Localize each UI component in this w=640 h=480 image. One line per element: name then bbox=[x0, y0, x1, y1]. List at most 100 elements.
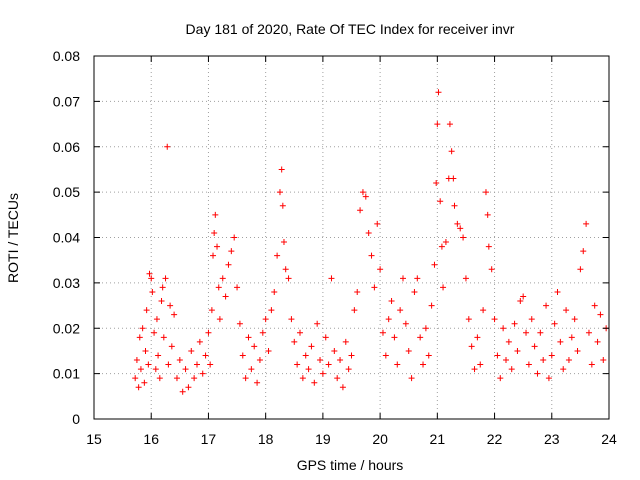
data-point bbox=[216, 316, 223, 323]
y-tick-label: 0.04 bbox=[53, 230, 80, 246]
data-point bbox=[451, 202, 458, 209]
data-point bbox=[185, 384, 192, 391]
data-point bbox=[474, 334, 481, 341]
data-point bbox=[159, 284, 166, 291]
data-point bbox=[182, 366, 189, 373]
data-point bbox=[146, 270, 153, 277]
data-point bbox=[537, 329, 544, 336]
data-point bbox=[503, 357, 509, 364]
data-point bbox=[311, 379, 318, 386]
data-point bbox=[477, 361, 484, 368]
data-point bbox=[457, 225, 464, 232]
data-point bbox=[425, 352, 432, 359]
data-point bbox=[239, 352, 246, 359]
data-point bbox=[274, 252, 281, 259]
data-point bbox=[133, 357, 140, 364]
data-point bbox=[299, 375, 306, 382]
data-point bbox=[236, 320, 243, 327]
data-point bbox=[279, 202, 286, 209]
data-point bbox=[583, 220, 590, 227]
data-point bbox=[600, 357, 607, 364]
data-point bbox=[136, 334, 143, 341]
data-point bbox=[465, 316, 472, 323]
data-point bbox=[288, 316, 295, 323]
data-point bbox=[148, 275, 155, 282]
data-point bbox=[385, 316, 392, 323]
data-point bbox=[577, 266, 584, 273]
data-point bbox=[571, 316, 578, 323]
data-point bbox=[431, 261, 438, 268]
data-point bbox=[563, 307, 570, 314]
data-point bbox=[214, 243, 221, 250]
data-point bbox=[132, 375, 139, 382]
data-point bbox=[285, 275, 292, 282]
data-point bbox=[565, 357, 572, 364]
data-point bbox=[400, 275, 406, 282]
data-point bbox=[265, 347, 272, 354]
data-point bbox=[282, 266, 289, 273]
data-point bbox=[411, 288, 418, 295]
data-point bbox=[212, 211, 219, 218]
data-point bbox=[242, 375, 249, 382]
data-point bbox=[365, 229, 372, 236]
data-point bbox=[294, 361, 301, 368]
data-point bbox=[308, 343, 315, 350]
y-tick-label: 0 bbox=[72, 411, 80, 427]
data-point bbox=[357, 207, 364, 214]
data-point bbox=[176, 357, 183, 364]
x-tick-labels: 15 16 17 18 19 20 21 22 23 24 bbox=[86, 431, 617, 447]
data-point bbox=[162, 275, 169, 282]
data-point bbox=[520, 293, 527, 300]
data-point bbox=[191, 375, 198, 382]
data-point bbox=[397, 307, 404, 314]
data-point bbox=[488, 266, 495, 273]
data-point bbox=[142, 347, 149, 354]
data-point bbox=[328, 275, 335, 282]
data-point bbox=[207, 361, 214, 368]
data-point bbox=[433, 180, 440, 187]
data-point bbox=[591, 302, 598, 309]
x-tick-label: 22 bbox=[487, 431, 503, 447]
data-point bbox=[173, 375, 180, 382]
data-point bbox=[497, 375, 504, 382]
data-point bbox=[256, 357, 263, 364]
x-tick-label: 19 bbox=[315, 431, 331, 447]
chart-title: Day 181 of 2020, Rate Of TEC Index for r… bbox=[186, 21, 515, 37]
y-tick-label: 0.05 bbox=[53, 184, 80, 200]
x-tick-label: 23 bbox=[544, 431, 560, 447]
data-point bbox=[351, 307, 358, 314]
data-point bbox=[228, 248, 235, 255]
data-point bbox=[280, 239, 287, 246]
x-tick-label: 15 bbox=[86, 431, 102, 447]
data-point bbox=[188, 347, 195, 354]
data-point bbox=[268, 307, 275, 314]
data-point bbox=[334, 375, 341, 382]
data-point bbox=[196, 338, 203, 345]
data-point bbox=[545, 375, 552, 382]
data-point bbox=[222, 293, 229, 300]
data-point bbox=[442, 239, 449, 246]
data-point bbox=[484, 211, 491, 218]
data-point bbox=[302, 352, 309, 359]
data-point bbox=[251, 343, 258, 350]
data-point bbox=[205, 329, 212, 336]
data-point bbox=[362, 193, 369, 200]
data-point bbox=[331, 347, 338, 354]
data-point bbox=[448, 148, 455, 155]
data-point bbox=[594, 338, 601, 345]
data-point bbox=[405, 347, 412, 354]
data-point bbox=[588, 361, 595, 368]
data-point bbox=[135, 384, 142, 391]
data-point bbox=[454, 220, 461, 227]
data-point bbox=[543, 302, 550, 309]
data-point bbox=[446, 121, 453, 128]
x-tick-label: 21 bbox=[430, 431, 446, 447]
data-point bbox=[548, 352, 555, 359]
data-point bbox=[141, 379, 148, 386]
data-point bbox=[525, 361, 532, 368]
data-point bbox=[167, 302, 174, 309]
data-point bbox=[391, 334, 398, 341]
data-point bbox=[359, 189, 366, 196]
data-point bbox=[568, 334, 575, 341]
data-point bbox=[322, 334, 329, 341]
